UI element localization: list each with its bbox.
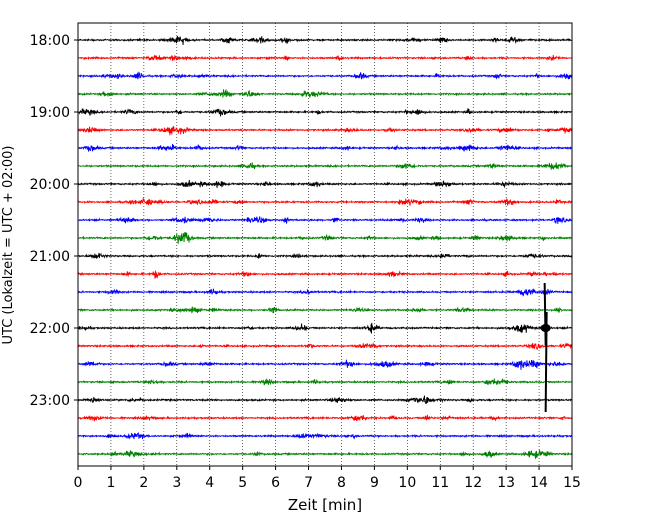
seismic-trace [77,35,573,46]
earthquake-signal [543,282,548,413]
seismic-trace [77,414,573,422]
y-tick-label: 23:00 [30,393,70,409]
y-axis-ticks: 18:00 19:00 20:00 21:00 22:00 23:00 [30,33,78,409]
x-tick-label: 10 [398,475,416,491]
x-tick-label: 5 [238,475,247,491]
seismic-trace [77,196,573,207]
x-tick-label: 2 [139,475,148,491]
seismic-trace [77,179,573,189]
x-tick-label: 3 [172,475,181,491]
seismic-trace [77,431,573,440]
seismic-trace [77,288,573,297]
x-tick-label: 0 [74,475,83,491]
seismic-trace [77,162,573,171]
seismic-trace [77,270,573,279]
x-tick-label: 4 [205,475,214,491]
y-axis-label: UTC (Lokalzeit = UTC + 02:00) [1,146,16,345]
seismic-trace [77,126,573,136]
x-tick-label: 1 [106,475,115,491]
y-tick-label: 20:00 [30,177,70,193]
earthquake-signal-peak [540,324,551,332]
x-tick-label: 8 [337,475,346,491]
grid-lines [110,23,540,466]
seismic-trace [77,449,573,459]
y-tick-label: 18:00 [30,33,70,49]
y-tick-label: 21:00 [30,249,70,265]
x-tick-label: 15 [563,475,581,491]
seismic-trace [78,71,573,80]
seismic-trace [77,395,573,405]
x-axis-ticks: 0 1 2 3 4 5 6 7 8 9 10 11 12 13 14 15 [74,466,581,491]
x-tick-label: 9 [370,475,379,491]
plot-frame [77,22,573,467]
seismic-trace [77,143,573,152]
x-tick-label: 11 [431,475,449,491]
seismic-trace [77,108,573,117]
seismic-trace [77,252,573,260]
x-tick-label: 14 [530,475,548,491]
x-tick-label: 12 [464,475,482,491]
y-tick-label: 19:00 [30,105,70,121]
seismic-traces [77,35,573,459]
seismic-trace [77,216,573,224]
seismic-trace [77,342,573,350]
x-axis-label: Zeit [min] [288,496,362,514]
seismic-trace [77,232,573,244]
seismic-trace [77,322,573,334]
y-tick-label: 22:00 [30,321,70,337]
seismic-trace [77,306,573,314]
x-tick-label: 7 [304,475,313,491]
seismic-trace [77,88,573,98]
seismic-trace [77,54,573,62]
x-tick-label: 6 [271,475,280,491]
seismic-trace [77,378,573,386]
seismic-trace [77,359,573,370]
x-tick-label: 13 [497,475,515,491]
